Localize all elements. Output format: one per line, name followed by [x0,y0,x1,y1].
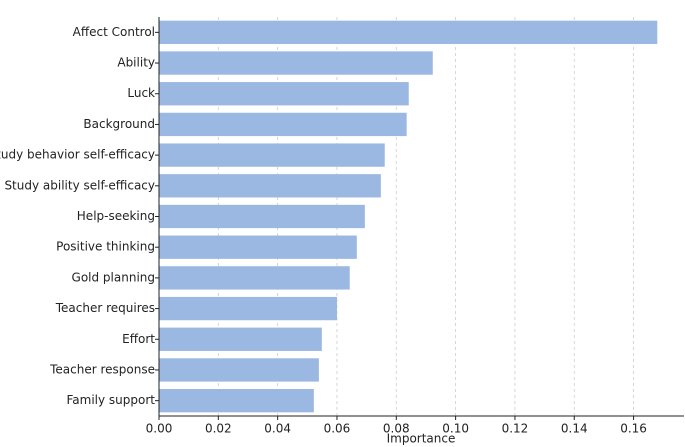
bar [159,296,337,321]
x-tick-label: 0.12 [502,422,529,436]
x-tick-label: 0.06 [324,422,351,436]
y-tick-label: Family support [67,393,156,407]
x-tick-label: 0.08 [383,422,410,436]
x-tick-label: 0.02 [205,422,232,436]
y-tick-label: Affect Control [73,25,155,39]
bar [159,235,357,259]
y-tick-label: Study ability self-efficacy [4,178,155,192]
y-tick-label: Study behavior self-efficacy [0,148,155,162]
bar [159,388,314,413]
y-tick-label: Ability [117,56,155,70]
bar [159,20,658,45]
x-tick-label: 0.04 [264,422,291,436]
y-tick-label: Effort [122,332,155,346]
x-axis-label: Importance [387,432,456,446]
y-tick-label: Background [83,117,155,131]
bar [159,174,381,198]
y-tick-label: Gold planning [72,270,155,284]
bar [159,51,433,75]
y-tick-label: Positive thinking [56,240,155,254]
bar [159,112,407,137]
x-tick-label: 0.10 [442,422,469,436]
x-tick-label: 0.16 [620,422,647,436]
bar [159,204,365,229]
bar [159,327,322,351]
y-tick-label: Teacher response [49,362,155,376]
x-tick-label: 0.00 [146,422,173,436]
y-tick-label: Luck [127,86,155,100]
y-tick-label: Help-seeking [77,209,155,223]
bar [159,266,350,290]
x-tick-label: 0.14 [561,422,588,436]
bar [159,358,319,382]
bar [159,143,385,167]
y-tick-label: Teacher requires [55,301,155,315]
bar [159,82,409,106]
